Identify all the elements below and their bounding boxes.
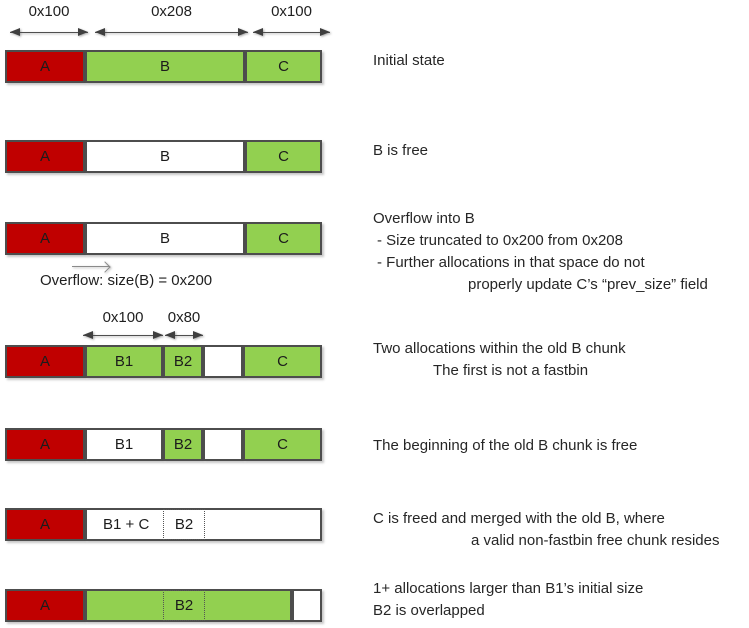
chunk-B2: B2 (163, 428, 203, 461)
annotation-line: - Further allocations in that space do n… (377, 254, 645, 271)
chunk-free (203, 345, 243, 378)
chunk-free (292, 589, 322, 622)
chunk-label: A (39, 436, 50, 453)
chunk-label: A (39, 353, 50, 370)
chunk-label: B1 + C (103, 516, 150, 533)
annotation-line: a valid non-fastbin free chunk resides (471, 532, 720, 549)
annotation-line: The first is not a fastbin (433, 362, 589, 379)
chunk-C: C (245, 140, 322, 173)
chunk-A: A (5, 50, 85, 83)
chunk-label: B1 (114, 353, 134, 370)
chunk-C: C (245, 222, 322, 255)
chunk-A: A (5, 428, 85, 461)
memory-bar-b-is-free: A B C (5, 140, 322, 173)
size-label: 0x100 (102, 309, 144, 326)
annotation-line: Two allocations within the old B chunk (373, 340, 626, 357)
memory-bar-b1-freed: A B1 B2 C (5, 428, 322, 461)
annotation-b2-overlapped: 1+ allocations larger than B1’s initial … (373, 578, 643, 622)
size-label: 0x208 (151, 3, 192, 20)
memory-bar-c-freed-merged: A B1 + C B2 (5, 508, 322, 541)
chunk-C: C (243, 345, 322, 378)
double-arrow-icon (83, 331, 163, 339)
annotation-c-freed-merged: C is freed and merged with the old B, wh… (373, 508, 719, 552)
chunk-A: A (5, 222, 85, 255)
double-arrow-icon (95, 28, 248, 36)
chunk-label: B1 (114, 436, 134, 453)
memory-bar-two-allocations: A B1 B2 C (5, 345, 322, 378)
size-label: 0x100 (28, 3, 70, 20)
chunk-B1: B1 (85, 428, 163, 461)
chunk-B: B (85, 222, 245, 255)
chunk-C: C (243, 428, 322, 461)
annotation-line: 1+ allocations larger than B1’s initial … (373, 580, 644, 597)
chunk-A: A (5, 508, 85, 541)
annotation-overflow-into-b: Overflow into B - Size truncated to 0x200… (373, 208, 708, 296)
annotation-line: B2 is overlapped (373, 602, 485, 619)
chunk-B: B (85, 50, 245, 83)
annotation-two-allocations: Two allocations within the old B chunk Th… (373, 338, 626, 382)
chunk-label: A (39, 230, 50, 247)
annotation-line: B is free (373, 142, 429, 159)
memory-bar-overflow-into-b: A B C (5, 222, 322, 255)
double-arrow-icon (165, 331, 203, 339)
memory-bar-b2-overlapped: A B2 (5, 589, 322, 622)
annotation-line: Initial state (373, 52, 445, 69)
chunk-label: A (39, 516, 50, 533)
double-arrow-icon (253, 28, 330, 36)
chunk-A: A (5, 140, 85, 173)
memory-bar-initial-state: A B C (5, 50, 322, 83)
chunk-label: B2 (174, 597, 194, 614)
chunk-label: C (277, 353, 288, 370)
chunk-B2-dotted-overlay: B2 (163, 590, 205, 621)
chunk-label: B (159, 58, 170, 75)
annotation-line: - Size truncated to 0x200 from 0x208 (377, 232, 623, 249)
chunk-label: C (278, 230, 289, 247)
chunk-A: A (5, 589, 85, 622)
chunk-B: B (85, 140, 245, 173)
chunk-B2-dotted-overlay: B2 (163, 509, 205, 540)
chunk-label: B2 (173, 353, 193, 370)
chunk-label: B (159, 230, 170, 247)
annotation-b1-freed: The beginning of the old B chunk is free (373, 435, 637, 457)
chunk-label: C (277, 436, 288, 453)
annotation-line: The beginning of the old B chunk is free (373, 437, 638, 454)
annotation-line: properly update C’s “prev_size” field (468, 276, 708, 293)
overflow-note: Overflow: size(B) = 0x200 (40, 272, 213, 289)
chunk-label: A (39, 148, 50, 165)
double-arrow-icon (10, 28, 88, 36)
size-label: 0x80 (167, 309, 201, 326)
annotation-line: C is freed and merged with the old B, wh… (373, 510, 665, 527)
chunk-label: C (278, 148, 289, 165)
chunk-A: A (5, 345, 85, 378)
chunk-label: B (159, 148, 170, 165)
annotation-line: Overflow into B (373, 210, 475, 227)
overflow-right-arrow-icon (72, 266, 110, 267)
chunk-label: B2 (173, 436, 193, 453)
chunk-label: B2 (174, 516, 194, 533)
chunk-label: A (39, 597, 50, 614)
size-label: 0x100 (271, 3, 312, 20)
chunk-label: C (278, 58, 289, 75)
chunk-C: C (245, 50, 322, 83)
chunk-label: A (39, 58, 50, 75)
chunk-B2: B2 (163, 345, 203, 378)
annotation-b-is-free: B is free (373, 140, 428, 162)
annotation-initial-state: Initial state (373, 50, 445, 72)
chunk-free (203, 428, 243, 461)
chunk-B1: B1 (85, 345, 163, 378)
